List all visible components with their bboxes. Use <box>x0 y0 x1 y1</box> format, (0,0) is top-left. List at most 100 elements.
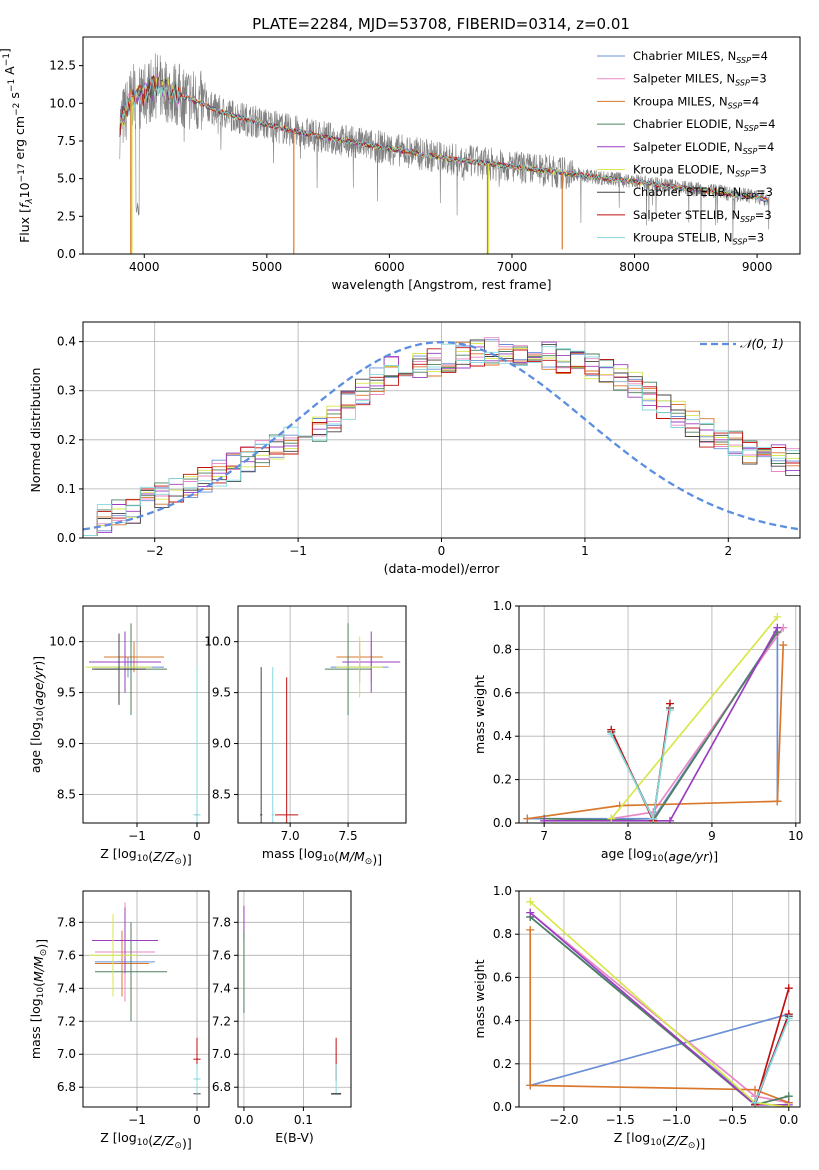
y-tick-label: 0.1 <box>57 482 76 496</box>
y-tick-label: 0.4 <box>493 1014 512 1028</box>
legend-label: Chabrier ELODIE, NSSP=4 <box>633 117 775 133</box>
x-axis-label: Z [log10(Z/Z⊙)] <box>100 1130 191 1151</box>
y-tick-label: 0.8 <box>493 927 512 941</box>
weight-marker <box>526 908 535 917</box>
weight-marker <box>607 814 616 823</box>
weight-line-chabrier-miles <box>527 629 779 820</box>
axes-frame <box>82 36 801 255</box>
axes-frame <box>518 605 801 824</box>
x-tick-label: −1.0 <box>662 1113 691 1127</box>
plot-area <box>526 897 793 1107</box>
weight-marker <box>665 706 674 715</box>
x-tick-label: −1.5 <box>606 1113 635 1127</box>
errorbar-point <box>92 907 158 974</box>
y-tick-label: 10.0 <box>49 96 76 110</box>
y-tick-label: 0.6 <box>493 970 512 984</box>
plot-area <box>260 623 401 823</box>
panel-age-vs-mass: 7.0 7.5 8.5 9.0 9.5 10.0 mass [log10(M/M⊙)] <box>204 605 407 867</box>
panel-weight-vs-age: 7 8 9 10 0.0 0.2 0.4 0.6 0.8 1.0 age [log10(age/yr… <box>472 599 803 864</box>
panel-weight-vs-Z: −2.0 −1.5 −1.0 −0.5 0.0 0.0 0.2 0.4 0.6 0.8 1.0 Z [… <box>472 884 801 1151</box>
y-tick-label: 6.8 <box>57 1080 76 1094</box>
x-tick-label: 9000 <box>742 260 773 274</box>
x-tick-label: 0.1 <box>294 1113 313 1127</box>
weight-marker <box>540 816 549 823</box>
y-tick-label: 0.6 <box>493 686 512 700</box>
normal-curve <box>83 341 800 531</box>
weight-marker <box>784 1103 793 1107</box>
weight-marker <box>526 1081 535 1090</box>
x-tick-label: −0.5 <box>718 1113 747 1127</box>
errorbar-point <box>193 1064 201 1094</box>
legend-label: Salpeter STELIB, NSSP=3 <box>633 208 772 224</box>
legend-label: Kroupa STELIB, NSSP=3 <box>633 231 764 247</box>
panel-residuals: 𝒩(0, 1) −2 −1 0 1 2 0.0 0.1 0.2 0.3 0.4 (data-model… <box>28 321 801 576</box>
panel-mass-vs-ebv: 0.0 0.1 6.8 7.0 7.2 7.4 7.6 7.8 E(B-V) <box>212 890 352 1145</box>
y-tick-label: 10.0 <box>49 635 76 649</box>
x-axis-label: E(B-V) <box>275 1130 314 1145</box>
weight-marker <box>784 1092 793 1101</box>
y-tick-label: 0.0 <box>493 1100 512 1114</box>
weight-marker <box>526 925 535 934</box>
y-tick-label: 0.8 <box>493 642 512 656</box>
x-axis-label: Z [log10(Z/Z⊙)] <box>100 846 191 867</box>
plot-area <box>83 337 800 536</box>
errorbar-point <box>342 631 401 693</box>
x-axis-label: mass [log10(M/M⊙)] <box>262 846 382 867</box>
legend-label: Salpeter ELODIE, NSSP=4 <box>633 140 774 156</box>
x-tick-label: 9 <box>708 829 716 843</box>
x-tick-label: −1 <box>128 1113 146 1127</box>
y-tick-label: 9.0 <box>212 737 231 751</box>
axes-frame <box>82 890 210 1108</box>
x-tick-label: −1 <box>289 544 307 558</box>
axes-frame <box>237 890 352 1108</box>
y-tick-label: 9.5 <box>57 686 76 700</box>
y-tick-label: 0.2 <box>493 773 512 787</box>
weight-line-salpeter-stelib <box>754 987 790 1106</box>
axes-frame <box>82 605 210 824</box>
axes-frame <box>518 890 801 1108</box>
y-tick-label: 9.0 <box>57 737 76 751</box>
x-axis-label: age [log10(age/yr)] <box>601 846 718 864</box>
plot-area <box>243 905 342 1095</box>
legend-label: Chabrier MILES, NSSP=4 <box>633 49 768 65</box>
x-axis-label: wavelength [Angstrom, rest frame] <box>331 277 551 292</box>
y-axis-label: Flux [fλ10−17 erg cm−2 s−1 A−1] <box>0 48 35 243</box>
x-tick-label: −1 <box>128 829 146 843</box>
weight-marker <box>665 816 674 823</box>
y-tick-label: 0.4 <box>57 335 76 349</box>
x-tick-label: 0 <box>193 1113 201 1127</box>
y-tick-label: 8.5 <box>212 787 231 801</box>
x-tick-label: 5000 <box>252 260 283 274</box>
figure-title: PLATE=2284, MJD=53708, FIBERID=0314, z=0… <box>252 15 630 33</box>
y-tick-label: 10.0 <box>204 635 231 649</box>
y-tick-label: 0.4 <box>493 729 512 743</box>
y-axis-label: Normed distribution <box>28 368 43 493</box>
weight-marker <box>784 984 793 993</box>
hist-chabrier-miles <box>83 339 800 536</box>
y-tick-label: 0.0 <box>493 816 512 830</box>
weight-line-salpeter-miles <box>611 627 784 820</box>
y-tick-label: 0.2 <box>57 433 76 447</box>
hist-salpeter-stelib <box>83 347 800 536</box>
weight-marker <box>649 814 658 823</box>
x-tick-label: 7 <box>540 829 548 843</box>
weight-marker <box>784 1014 793 1023</box>
weight-marker <box>526 897 535 906</box>
y-axis-label: mass weight <box>472 959 487 1038</box>
x-tick-label: 0.0 <box>779 1113 798 1127</box>
panel-age-vs-Z: −1 0 8.5 9.0 9.5 10.0 Z [log10(Z/Z⊙)] age [log1… <box>28 605 210 867</box>
x-tick-label: −2 <box>146 544 164 558</box>
x-tick-label: 7.5 <box>339 829 358 843</box>
errorbar-point <box>92 633 146 705</box>
y-tick-label: 7.2 <box>57 1014 76 1028</box>
errorbar-point <box>89 914 137 997</box>
y-tick-label: 7.6 <box>212 948 231 962</box>
x-axis-label: Z [log10(Z/Z⊙)] <box>614 1130 705 1151</box>
weight-marker <box>607 730 616 739</box>
errorbar-point <box>275 677 299 823</box>
plot-area <box>119 53 770 254</box>
y-tick-label: 7.5 <box>57 134 76 148</box>
x-tick-label: 8000 <box>619 260 650 274</box>
weight-line-kroupa-miles <box>529 929 790 1104</box>
weight-marker <box>773 623 782 632</box>
